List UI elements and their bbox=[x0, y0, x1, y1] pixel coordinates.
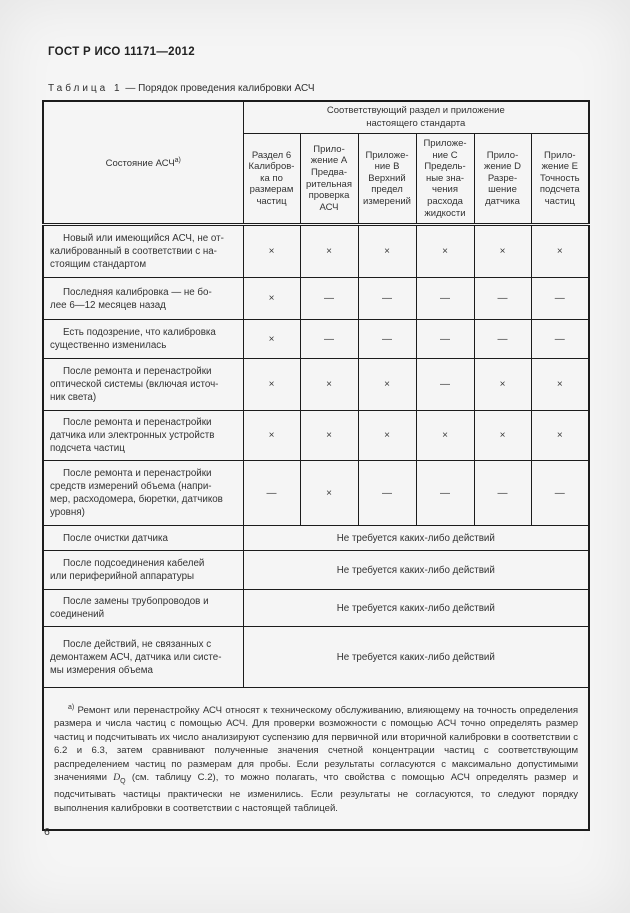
value-cell: × bbox=[415, 224, 475, 279]
value-cell: × bbox=[242, 224, 301, 279]
column-header-annex-e: Прило- жение E Точность подсчета частиц bbox=[530, 132, 590, 227]
column-header-section6: Раздел 6 Калибров- ка по размерам частиц bbox=[242, 132, 301, 227]
row-label: Есть подозрение, что калибровка существе… bbox=[42, 319, 244, 360]
value-cell: — bbox=[473, 460, 532, 527]
column-header-annex-a: Прило- жение A Предва- рительная проверк… bbox=[299, 132, 359, 227]
value-cell: × bbox=[299, 460, 359, 527]
no-action-cell: Не требуется каких-либо действий bbox=[242, 626, 590, 689]
value-cell: × bbox=[473, 358, 532, 412]
value-cell: × bbox=[299, 358, 359, 412]
no-action-cell: Не требуется каких-либо действий bbox=[242, 550, 590, 591]
value-cell: × bbox=[415, 410, 475, 462]
no-action-cell: Не требуется каких-либо действий bbox=[242, 589, 590, 628]
row-label: После ремонта и перенастройки оптической… bbox=[42, 358, 244, 412]
document-header: ГОСТ Р ИСО 11171—2012 bbox=[48, 46, 195, 58]
value-cell: — bbox=[357, 319, 417, 360]
footnote-paragraph: а) Ремонт или перенастройку АСЧ относят … bbox=[54, 701, 578, 815]
value-cell: × bbox=[242, 410, 301, 462]
table-row: После ремонта и перенастройки датчика ил… bbox=[42, 410, 590, 462]
value-cell: × bbox=[530, 224, 590, 279]
page-number: 6 bbox=[44, 826, 50, 838]
no-action-cell: Не требуется каких-либо действий bbox=[242, 525, 590, 552]
row-label: После ремонта и перенастройки средств из… bbox=[42, 460, 244, 527]
table-caption-label: Таблица 1 bbox=[48, 83, 123, 94]
value-cell: — bbox=[530, 277, 590, 321]
value-cell: × bbox=[473, 224, 532, 279]
value-cell: × bbox=[242, 319, 301, 360]
value-cell: — bbox=[473, 277, 532, 321]
state-header-footnote-mark: а) bbox=[174, 156, 181, 164]
value-cell: × bbox=[242, 358, 301, 412]
footnote-d-symbol: D bbox=[113, 771, 121, 783]
table-row: Есть подозрение, что калибровка существе… bbox=[42, 319, 590, 360]
footnote: а) Ремонт или перенастройку АСЧ относят … bbox=[42, 687, 590, 831]
column-header-annex-d: Прило- жение D Разре- шение датчика bbox=[473, 132, 532, 227]
value-cell: — bbox=[530, 319, 590, 360]
row-label: После замены трубопроводов и соединений bbox=[42, 589, 244, 628]
footnote-row: а) Ремонт или перенастройку АСЧ относят … bbox=[42, 687, 590, 831]
table-row: Новый или имеющийся АСЧ, не от- калибров… bbox=[42, 224, 590, 279]
value-cell: — bbox=[473, 319, 532, 360]
value-cell: — bbox=[357, 460, 417, 527]
value-cell: × bbox=[357, 358, 417, 412]
row-label: Новый или имеющийся АСЧ, не от- калибров… bbox=[42, 224, 244, 279]
table-caption: Таблица 1 — Порядок проведения калибровк… bbox=[48, 83, 315, 94]
value-cell: — bbox=[357, 277, 417, 321]
column-header-annex-b: Приложе- ние B Верхний предел измерений bbox=[357, 132, 417, 227]
value-cell: × bbox=[242, 277, 301, 321]
row-label: Последняя калибровка — не бо- лее 6—12 м… bbox=[42, 277, 244, 321]
value-cell: — bbox=[415, 358, 475, 412]
footnote-d-subscript: Q bbox=[120, 777, 126, 785]
value-cell: × bbox=[473, 410, 532, 462]
state-column-header: Состояние АСЧа) bbox=[42, 100, 244, 227]
state-column-header-text: Состояние АСЧ bbox=[105, 157, 175, 169]
row-label: После подсоединения кабелей или перифери… bbox=[42, 550, 244, 591]
table-row: После замены трубопроводов и соединений … bbox=[42, 589, 590, 628]
value-cell: × bbox=[299, 224, 359, 279]
table-row: После очистки датчика Не требуется каких… bbox=[42, 525, 590, 552]
value-cell: × bbox=[530, 358, 590, 412]
table-caption-text: — Порядок проведения калибровки АСЧ bbox=[122, 83, 315, 94]
value-cell: — bbox=[242, 460, 301, 527]
span-header: Соответствующий раздел и приложение наст… bbox=[242, 100, 590, 134]
value-cell: — bbox=[299, 277, 359, 321]
value-cell: × bbox=[299, 410, 359, 462]
value-cell: — bbox=[530, 460, 590, 527]
footnote-text-1: Ремонт или перенастройку АСЧ относят к т… bbox=[54, 704, 579, 783]
table-row: После ремонта и перенастройки оптической… bbox=[42, 358, 590, 412]
value-cell: × bbox=[357, 410, 417, 462]
value-cell: — bbox=[415, 319, 475, 360]
row-label: После действий, не связанных с демонтаже… bbox=[42, 626, 244, 689]
footnote-marker: а) bbox=[68, 703, 75, 711]
column-header-annex-c: Приложе- ние C Предель- ные зна- чения р… bbox=[415, 132, 475, 227]
value-cell: — bbox=[299, 319, 359, 360]
value-cell: — bbox=[415, 277, 475, 321]
table-row: После действий, не связанных с демонтаже… bbox=[42, 626, 590, 689]
table-row: После ремонта и перенастройки средств из… bbox=[42, 460, 590, 527]
value-cell: × bbox=[530, 410, 590, 462]
row-label: После очистки датчика bbox=[42, 525, 244, 552]
table-row: Последняя калибровка — не бо- лее 6—12 м… bbox=[42, 277, 590, 321]
value-cell: — bbox=[415, 460, 475, 527]
value-cell: × bbox=[357, 224, 417, 279]
row-label: После ремонта и перенастройки датчика ил… bbox=[42, 410, 244, 462]
table-row: После подсоединения кабелей или перифери… bbox=[42, 550, 590, 591]
footnote-text-2: (см. таблицу С.2), то можно полагать, чт… bbox=[54, 771, 579, 814]
calibration-table: Состояние АСЧа) Соответствующий раздел и… bbox=[42, 100, 591, 831]
